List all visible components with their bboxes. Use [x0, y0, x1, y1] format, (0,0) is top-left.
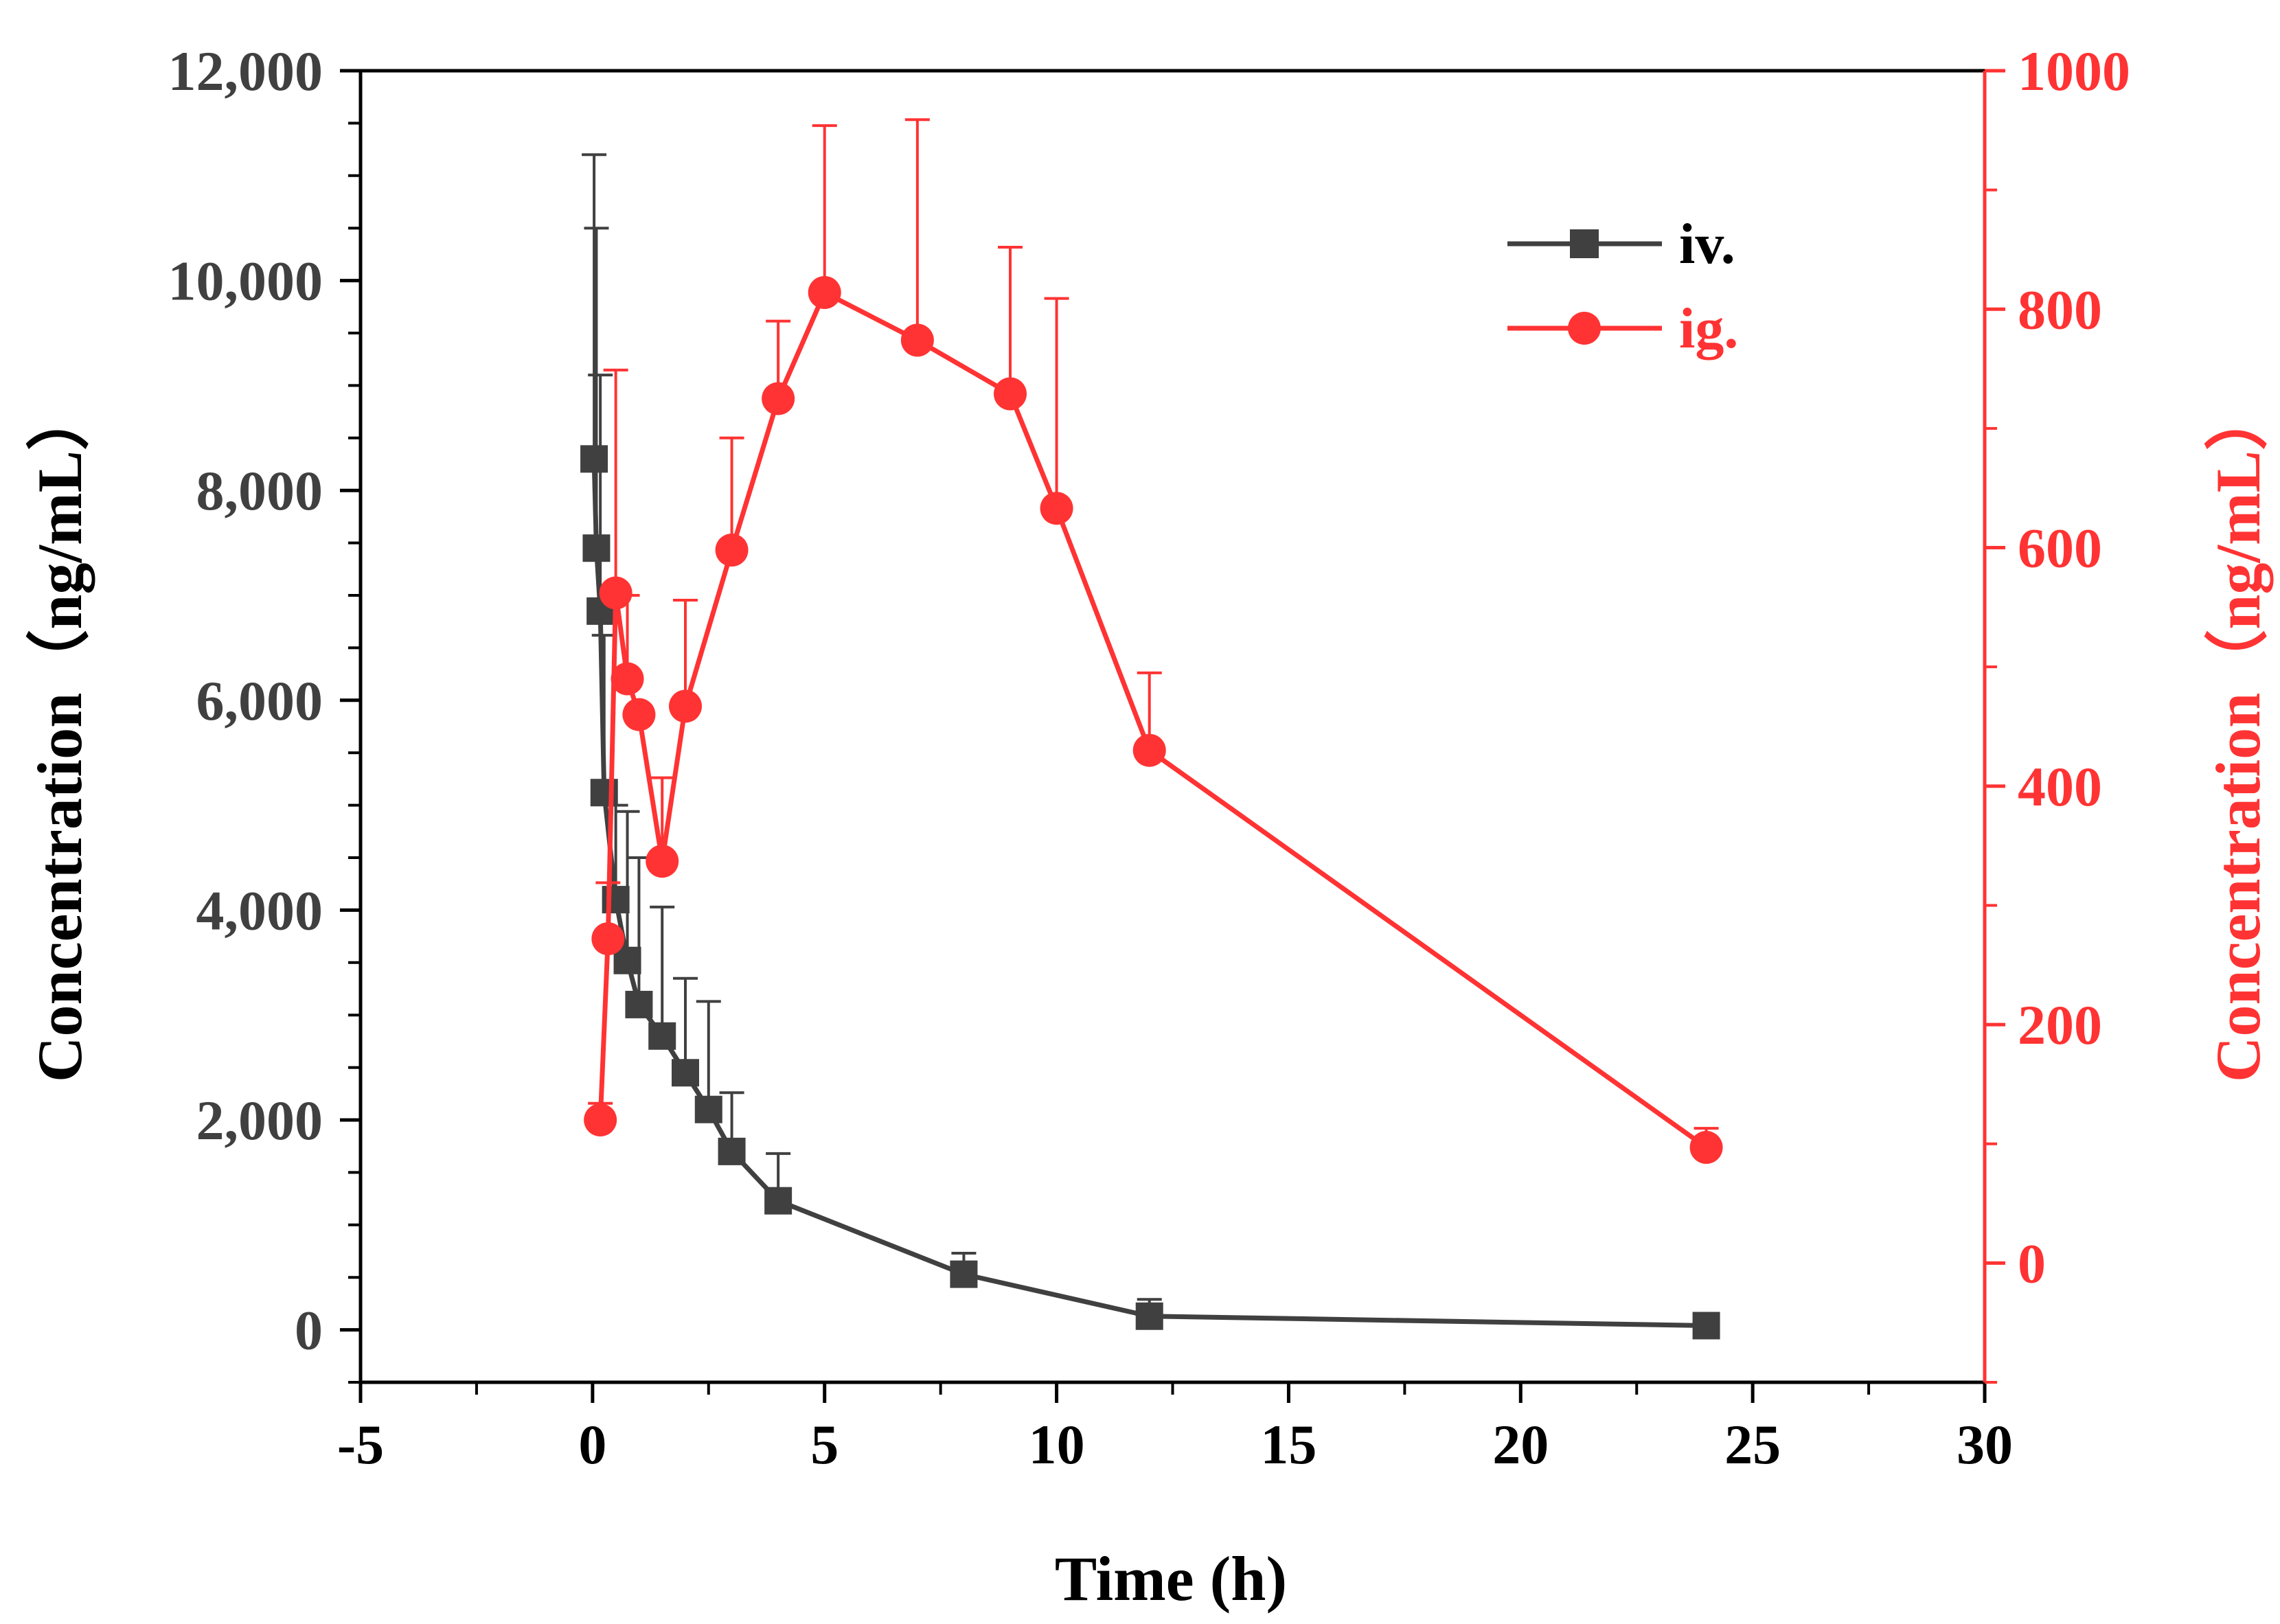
y-right-tick-label: 0 [2018, 1232, 2046, 1294]
data-point-circle [762, 382, 795, 415]
data-point-square [625, 990, 653, 1018]
x-tick-label: 25 [1724, 1413, 1781, 1476]
data-point-circle [622, 698, 656, 731]
data-point-circle [994, 377, 1027, 411]
data-point-square [1692, 1312, 1720, 1340]
legend-iv-label: iv. [1679, 212, 1735, 276]
data-point-square [1135, 1302, 1163, 1330]
data-point-square [580, 445, 608, 473]
y-right-tick-label: 1000 [2018, 40, 2130, 102]
data-point-circle [646, 845, 679, 878]
legend-ig-label: ig. [1679, 297, 1738, 361]
x-tick-label: 5 [810, 1413, 839, 1476]
x-tick-label: 0 [578, 1413, 606, 1476]
data-point-circle [808, 275, 841, 309]
y-left-tick-label: 4,000 [196, 879, 323, 941]
data-point-square [694, 1095, 722, 1123]
y-left-tick-label: 10,000 [168, 250, 323, 312]
y-right-tick-label: 400 [2018, 755, 2102, 818]
y-left-tick-label: 8,000 [196, 459, 323, 522]
y-right-tick-label: 600 [2018, 517, 2102, 580]
x-tick-label: 20 [1492, 1413, 1549, 1476]
data-point-square [648, 1022, 676, 1050]
legend: iv. ig. [1507, 212, 1738, 361]
series-layer [580, 118, 1723, 1340]
legend-ig-circle-marker [1568, 312, 1601, 345]
x-axis-title: Time (h) [1055, 1544, 1287, 1614]
series-line [591, 459, 1707, 1328]
series-ig [584, 118, 1723, 1164]
y-right-tick-label: 800 [2018, 278, 2102, 341]
series-line [597, 290, 1708, 1150]
legend-item-ig: ig. [1507, 297, 1738, 361]
data-point-square [950, 1260, 978, 1288]
data-point-square [582, 534, 611, 562]
data-point-circle [584, 1103, 617, 1136]
series-iv [580, 153, 1720, 1340]
y-left-axis-title: Concentration（ng/mL） [25, 387, 95, 1082]
axes-layer: -5 0 5 10 15 20 25 3002,0004,0006,0008,00010,00… [168, 40, 2131, 1476]
data-point-circle [900, 323, 934, 357]
data-point-circle [1689, 1130, 1723, 1164]
y-left-tick-label: 12,000 [168, 40, 323, 102]
legend-item-iv: iv. [1507, 212, 1735, 276]
data-point-circle [1132, 733, 1166, 767]
data-point-square [764, 1187, 793, 1215]
y-left-tick-label: 0 [295, 1299, 323, 1362]
legend-iv-square-marker [1570, 229, 1599, 258]
x-tick-label: 15 [1260, 1413, 1316, 1476]
y-right-tick-label: 200 [2018, 994, 2102, 1056]
data-point-circle [591, 922, 625, 956]
y-right-axis-title: Concentration（ng/mL） [2203, 387, 2273, 1082]
x-tick-label: 10 [1029, 1413, 1085, 1476]
x-tick-label: 30 [1957, 1413, 2013, 1476]
y-left-tick-label: 2,000 [196, 1089, 323, 1152]
data-point-square [602, 886, 630, 914]
data-point-square [718, 1137, 746, 1165]
data-point-circle [599, 576, 632, 610]
data-point-circle [669, 689, 702, 723]
data-point-circle [715, 534, 749, 567]
y-left-tick-label: 6,000 [196, 670, 323, 732]
x-tick-label: -5 [337, 1413, 384, 1476]
data-point-circle [1040, 492, 1073, 525]
data-point-square [672, 1059, 699, 1087]
data-point-circle [611, 662, 644, 696]
